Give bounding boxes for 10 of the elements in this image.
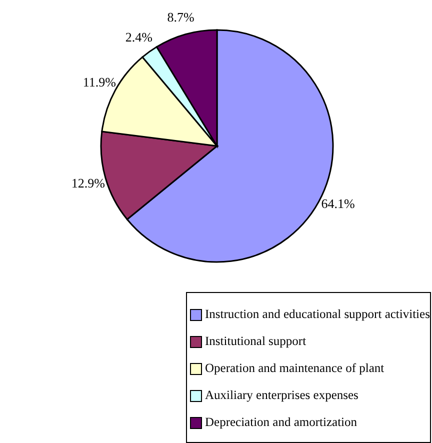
legend-label: Depreciation and amortization — [205, 415, 358, 430]
legend-label: Institutional support — [205, 334, 306, 349]
legend-label: Operation and maintenance of plant — [205, 361, 384, 376]
data-label: 64.1% — [321, 196, 356, 211]
data-label: 11.9% — [82, 74, 116, 90]
data-label: 12.9% — [71, 175, 106, 190]
data-label: 2.4% — [125, 30, 153, 45]
legend-label: Auxiliary enterprises expenses — [205, 388, 358, 403]
data-label: 8.7% — [167, 9, 195, 24]
legend-label: Instruction and educational support activities — [205, 307, 430, 322]
